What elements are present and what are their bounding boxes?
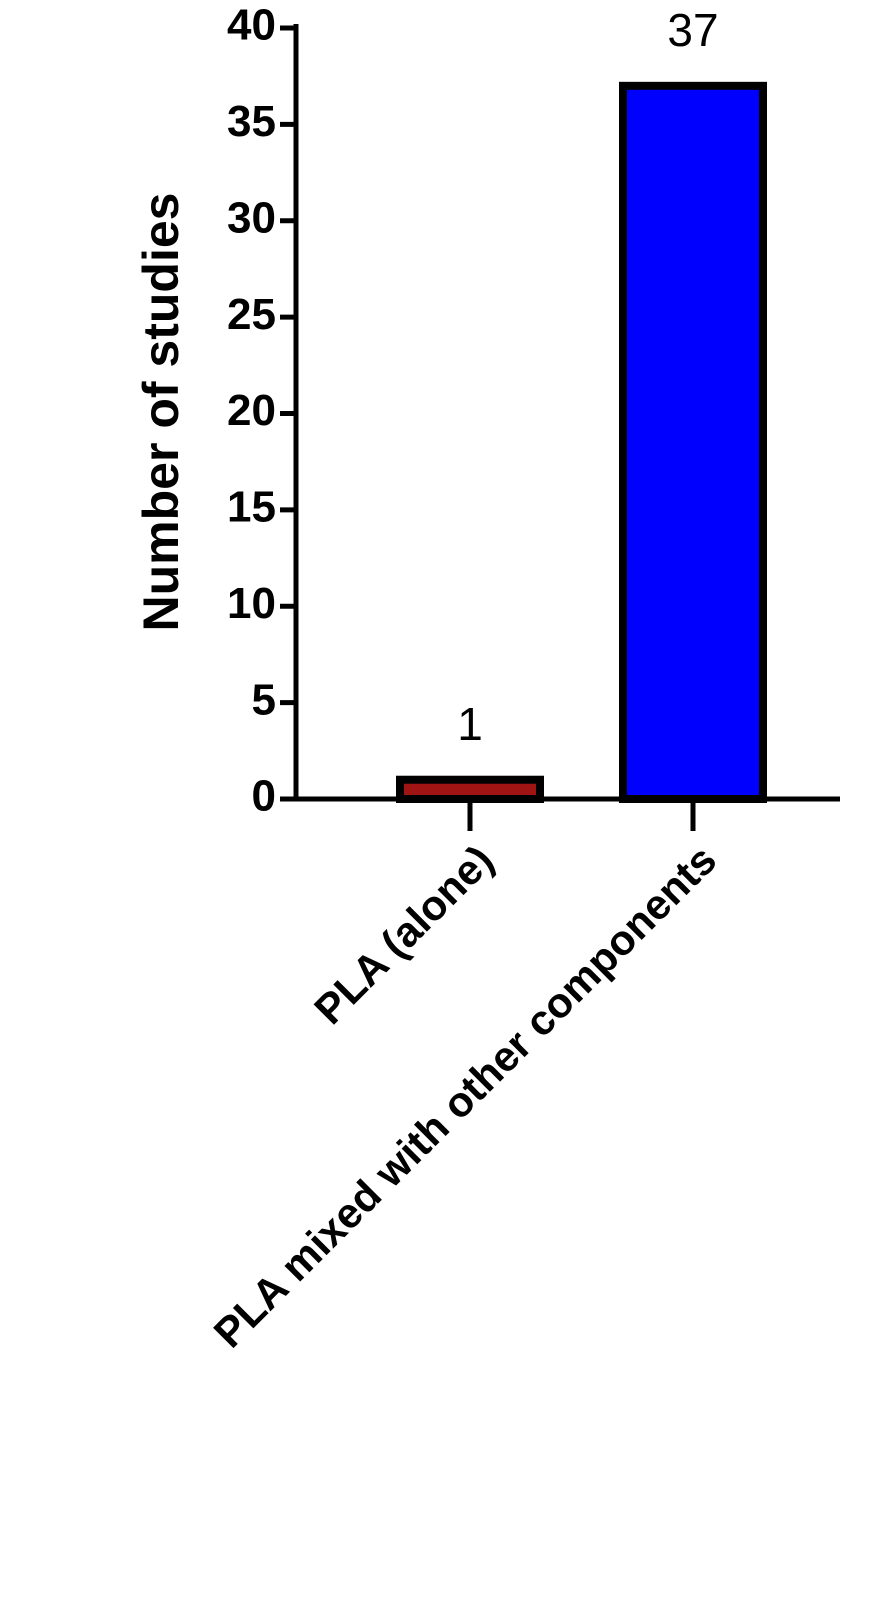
- x-tick-label: PLA mixed with other components: [205, 836, 726, 1357]
- y-tick-label: 20: [227, 386, 276, 435]
- value-label: 37: [667, 4, 718, 56]
- y-tick-label: 40: [227, 1, 276, 50]
- bar: [396, 775, 544, 803]
- y-tick-label: 25: [227, 290, 276, 339]
- y-axis-label: Number of studies: [133, 193, 189, 632]
- bar: [619, 81, 767, 803]
- y-tick-label: 5: [252, 675, 276, 724]
- y-tick-label: 10: [227, 579, 276, 628]
- y-tick-label: 0: [252, 772, 276, 821]
- value-label: 1: [457, 698, 483, 750]
- y-tick-label: 30: [227, 193, 276, 242]
- x-tick-label: PLA (alone): [305, 836, 502, 1033]
- y-tick-label: 15: [227, 483, 276, 532]
- y-tick-label: 35: [227, 97, 276, 146]
